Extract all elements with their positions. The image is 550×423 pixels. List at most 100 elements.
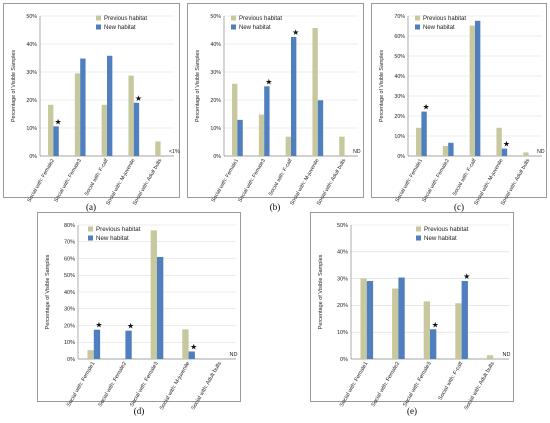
annotation-label: <1%	[169, 149, 180, 155]
x-tick-label: Social with: Female3	[53, 158, 83, 203]
y-tick-label: 30%	[337, 276, 348, 282]
y-tick-label: 40%	[337, 250, 348, 256]
bar-new-habitat	[80, 58, 86, 157]
y-tick-label: 10%	[64, 340, 75, 346]
significance-star: ★	[127, 322, 134, 331]
chart-panel-c: 0% 10% 20% 30% 40% 50% 60% 70% Percentage of Vis…	[371, 3, 547, 207]
bar-previous-habitat	[48, 104, 54, 156]
y-axis-label: Percentage of Visible Samples	[45, 254, 51, 329]
x-tick-label: Social with: Adult bulls	[132, 158, 164, 207]
x-tick-label: Social with: Female3	[237, 158, 267, 203]
y-tick-label: 10%	[394, 134, 405, 140]
x-tick-label: Social with: Female1	[394, 158, 424, 203]
bar-previous-habitat	[101, 104, 107, 156]
bar-new-habitat	[475, 20, 481, 156]
y-axis-label: Percentage of Visible Samples	[195, 50, 201, 122]
y-tick-label: 80%	[64, 223, 75, 229]
legend-label: New habitat	[104, 25, 136, 31]
bar-previous-habitat	[455, 303, 462, 359]
panel-label-e: (e)	[407, 406, 417, 416]
y-tick-label: 20%	[64, 323, 75, 329]
bar-previous-habitat	[496, 127, 502, 156]
y-tick-label: 0%	[29, 154, 37, 160]
bar-new-habitat	[157, 256, 164, 359]
bar-new-habitat	[133, 102, 140, 156]
bar-previous-habitat	[312, 28, 318, 156]
y-tick-label: 30%	[26, 70, 37, 76]
y-tick-label: 50%	[64, 273, 75, 279]
y-tick-label: 10%	[210, 126, 221, 132]
x-tick-label: Social with: Adult bulls	[191, 361, 224, 411]
legend-swatch	[96, 24, 101, 30]
bar-previous-habitat	[392, 288, 399, 359]
bar-new-habitat	[107, 55, 113, 157]
x-tick-label: Social with: F-calf	[438, 361, 465, 402]
y-tick-label: 50%	[210, 14, 221, 20]
bar-previous-habitat	[442, 146, 449, 156]
bar-previous-habitat	[469, 25, 475, 156]
bar-previous-habitat	[285, 136, 291, 156]
bar-previous-habitat	[339, 136, 345, 156]
bar-previous-habitat	[150, 230, 157, 359]
legend-swatch	[231, 24, 236, 30]
bar-previous-habitat	[182, 329, 189, 359]
chart-panel-a: 0% 10% 20% 30% 40% 50% Percentage of Visible S…	[3, 3, 180, 206]
bar-previous-habitat	[416, 127, 422, 156]
bar-new-habitat	[125, 330, 132, 359]
legend-swatch	[88, 226, 93, 232]
x-tick-label: Social with: Female2	[421, 158, 451, 203]
y-tick-label: 0%	[397, 154, 405, 160]
y-tick-label: 30%	[394, 94, 405, 100]
legend-swatch	[88, 235, 93, 241]
y-tick-label: 20%	[394, 114, 405, 120]
annotation-label: ND	[537, 149, 545, 155]
chart-svg-c: 0% 10% 20% 30% 40% 50% 60% 70% Percentage of Vis…	[379, 14, 545, 207]
legend-swatch	[416, 235, 421, 241]
panel-label-a: (a)	[86, 202, 96, 212]
y-axis-label: Percentage of Visible Samples	[11, 50, 17, 122]
x-tick-label: Social with: Female3	[129, 361, 160, 408]
x-tick-label: Social with: M-juvenile	[105, 158, 136, 206]
y-tick-label: 60%	[394, 34, 405, 40]
bar-new-habitat	[317, 100, 324, 156]
annotation-label: ND	[353, 149, 361, 155]
bar-previous-habitat	[258, 114, 265, 156]
significance-star: ★	[95, 321, 102, 330]
bar-new-habitat	[291, 37, 297, 156]
bar-new-habitat	[53, 126, 59, 156]
significance-star: ★	[54, 117, 61, 126]
bar-previous-habitat	[423, 301, 430, 359]
x-tick-label: Social with: Adult bulls	[316, 158, 348, 207]
y-tick-label: 30%	[64, 307, 75, 313]
legend-label: Previous habitat	[424, 226, 469, 233]
y-tick-label: 40%	[394, 74, 405, 80]
bar-previous-habitat	[74, 73, 81, 156]
bar-previous-habitat	[523, 152, 529, 156]
legend-label: Previous habitat	[239, 16, 282, 22]
significance-star: ★	[463, 272, 470, 281]
x-tick-label: Social with: Adult bulls	[500, 158, 532, 207]
y-tick-label: 30%	[210, 70, 221, 76]
panel-label-c: (c)	[454, 202, 464, 212]
x-tick-label: Social with: M-juvenile	[159, 361, 191, 411]
legend-swatch	[415, 15, 420, 21]
y-tick-label: 0%	[67, 357, 75, 363]
x-tick-label: Social with: Female1	[210, 158, 240, 203]
x-tick-label: Social with: Female1	[66, 361, 97, 408]
legend-swatch	[231, 15, 236, 21]
y-tick-label: 70%	[64, 240, 75, 246]
bar-previous-habitat	[128, 75, 134, 156]
significance-star: ★	[422, 103, 429, 112]
x-tick-label: Social with: F-calf	[268, 158, 294, 197]
x-tick-label: Social with: Adult bulls	[464, 361, 497, 411]
bar-new-habitat	[366, 281, 374, 359]
panel-label-d: (d)	[133, 406, 145, 416]
y-tick-label: 20%	[337, 303, 348, 309]
y-tick-label: 20%	[26, 98, 37, 104]
y-tick-label: 50%	[26, 14, 37, 20]
bar-new-habitat	[501, 148, 508, 156]
x-tick-label: Social with: F-calf	[84, 158, 110, 197]
legend-label: Previous habitat	[104, 16, 147, 22]
x-tick-label: Social with: F-calf	[452, 158, 478, 197]
bar-new-habitat	[421, 111, 427, 156]
